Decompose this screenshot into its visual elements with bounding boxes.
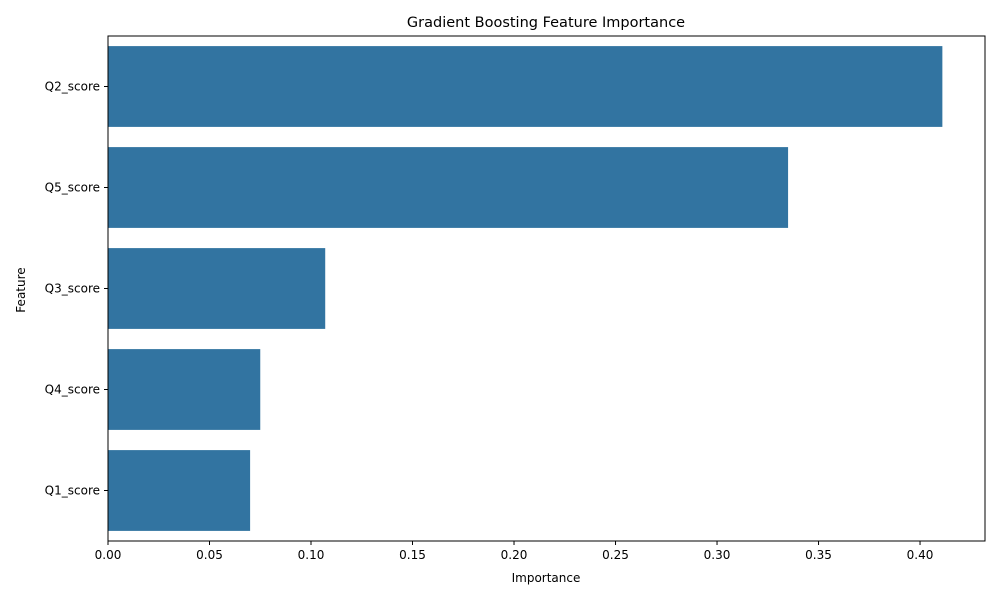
y-tick-label: Q5_score	[45, 181, 100, 195]
chart-title: Gradient Boosting Feature Importance	[407, 15, 685, 31]
x-tick-label: 0.15	[399, 548, 426, 562]
x-tick-label: 0.00	[95, 548, 122, 562]
bars-group	[108, 46, 943, 531]
x-tick-label: 0.05	[196, 548, 223, 562]
y-ticks-group: Q2_score Q5_score Q3_score Q4_score Q1_score	[45, 80, 108, 498]
x-axis-title: Importance	[512, 571, 581, 585]
y-tick-label: Q4_score	[45, 383, 100, 397]
x-tick-label: 0.10	[298, 548, 325, 562]
x-tick-label: 0.35	[805, 548, 832, 562]
bar-Q1_score	[108, 450, 251, 531]
y-tick-label: Q2_score	[45, 80, 100, 94]
y-axis-title: Feature	[14, 267, 28, 312]
bar-Q3_score	[108, 248, 326, 329]
x-tick-label: 0.30	[704, 548, 731, 562]
x-tick-label: 0.40	[907, 548, 934, 562]
x-tick-label: 0.25	[602, 548, 629, 562]
plot-frame	[107, 35, 986, 542]
x-ticks-group: 0.00 0.05 0.10 0.15 0.20 0.25 0.30 0.35 0.40	[95, 541, 934, 562]
y-tick-label: Q1_score	[45, 484, 100, 498]
bar-Q5_score	[108, 147, 789, 228]
bar-Q4_score	[108, 349, 261, 430]
y-tick-label: Q3_score	[45, 282, 100, 296]
x-tick-label: 0.20	[501, 548, 528, 562]
bar-Q2_score	[108, 46, 943, 127]
